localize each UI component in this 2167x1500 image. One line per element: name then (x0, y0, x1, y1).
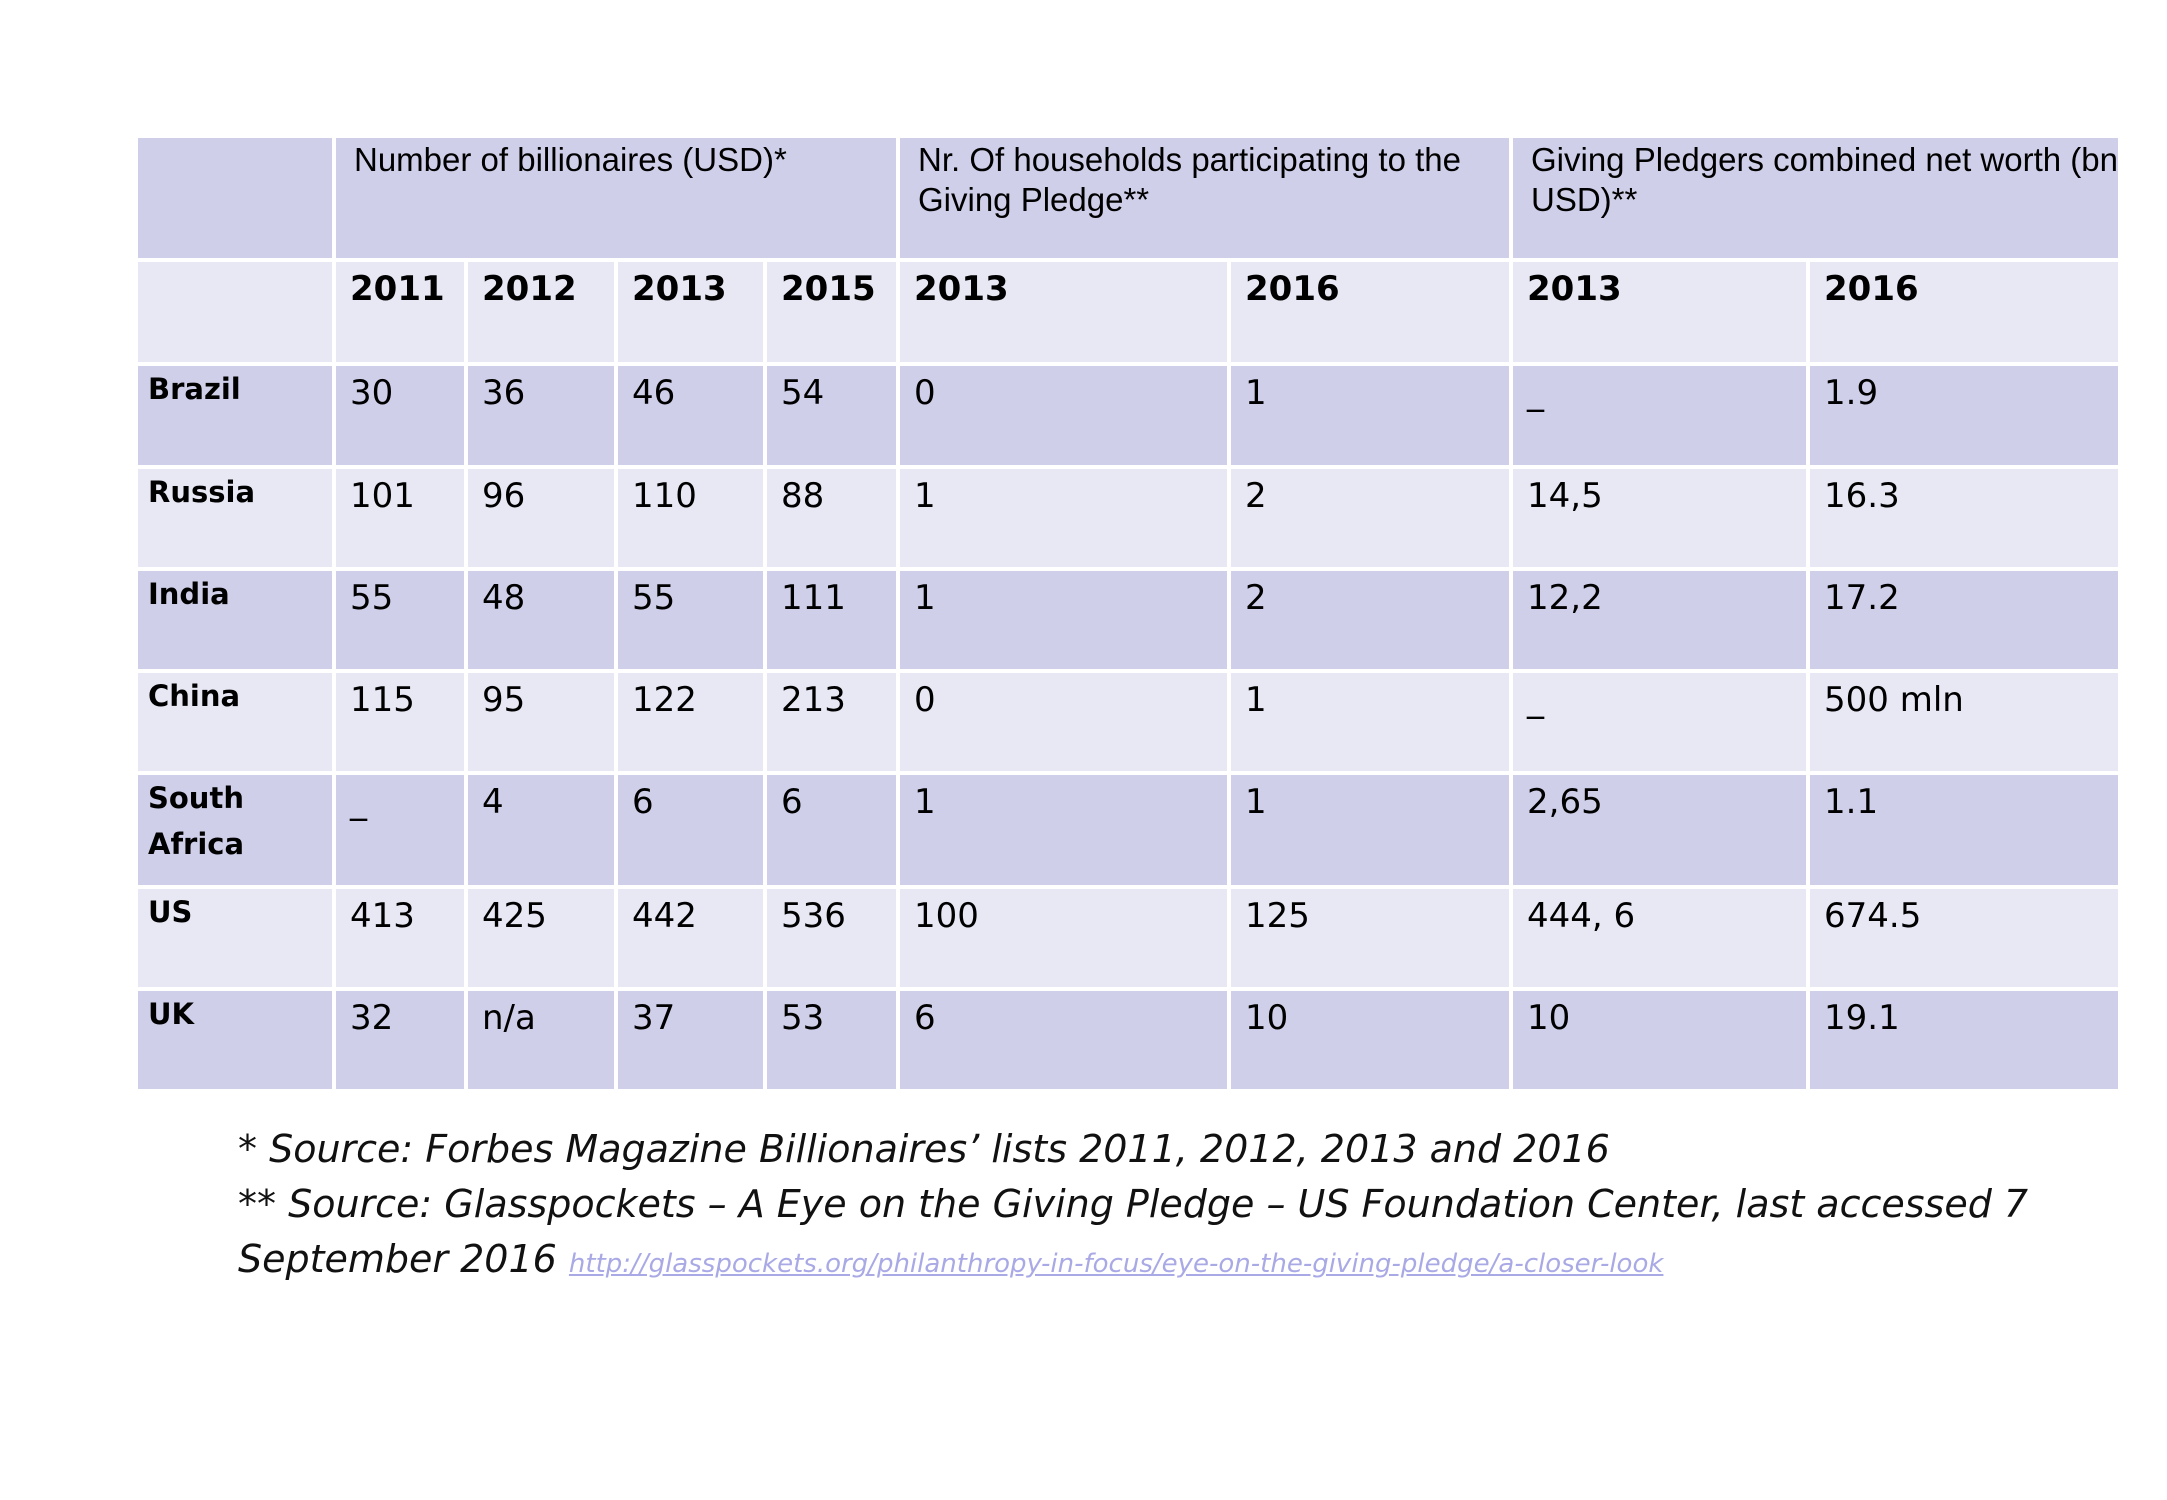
table-cell: 14,5 (1509, 465, 1810, 571)
table-cell: 101 (332, 465, 468, 571)
table-cell: 6 (763, 771, 900, 889)
table-cell: 36 (464, 362, 618, 469)
table-cell: 2 (1227, 465, 1513, 571)
group-header-net-worth: Giving Pledgers combined net worth (bn U… (1509, 134, 2122, 262)
table-cell: 213 (763, 669, 900, 775)
year-corner-cell (134, 258, 336, 366)
table-cell: 48 (464, 567, 618, 673)
table-cell: 1 (896, 465, 1231, 571)
table-cell: 55 (332, 567, 468, 673)
year-header: 2016 (1806, 258, 2122, 366)
table-cell: _ (1509, 362, 1810, 469)
year-header: 2013 (614, 258, 767, 366)
table-row: US 413 425 442 536 100 125 444, 6 674.5 (134, 885, 2122, 991)
source-note-date: September 2016 (238, 1237, 557, 1281)
year-header: 2013 (1509, 258, 1810, 366)
row-label: Russia (134, 465, 336, 571)
table-cell: 4 (464, 771, 618, 889)
year-header: 2016 (1227, 258, 1513, 366)
table-cell: _ (332, 771, 468, 889)
table-cell: 17.2 (1806, 567, 2122, 673)
table-cell: 122 (614, 669, 767, 775)
row-label: India (134, 567, 336, 673)
row-label: Brazil (134, 362, 336, 469)
table-cell: 1 (1227, 669, 1513, 775)
corner-cell (134, 134, 336, 262)
year-header: 2012 (464, 258, 618, 366)
table-row: Russia 101 96 110 88 1 2 14,5 16.3 (134, 465, 2122, 571)
table-cell: 115 (332, 669, 468, 775)
group-header-billionaires: Number of billionaires (USD)* (332, 134, 900, 262)
table-row: China 115 95 122 213 0 1 _ 500 mln (134, 669, 2122, 775)
table-cell: 444, 6 (1509, 885, 1810, 991)
table-cell: 425 (464, 885, 618, 991)
table-cell: 6 (614, 771, 767, 889)
table-cell: 88 (763, 465, 900, 571)
table-cell: 442 (614, 885, 767, 991)
source-notes: * Source: Forbes Magazine Billionaires’ … (238, 1122, 2038, 1292)
table-cell: 30 (332, 362, 468, 469)
year-header-row: 2011 2012 2013 2015 2013 2016 2013 2016 (134, 258, 2122, 366)
table-cell: 2 (1227, 567, 1513, 673)
table-cell: 2,65 (1509, 771, 1810, 889)
year-header: 2013 (896, 258, 1231, 366)
table-cell: 536 (763, 885, 900, 991)
table-cell: 1.1 (1806, 771, 2122, 889)
row-label: South Africa (134, 771, 336, 889)
table-cell: 110 (614, 465, 767, 571)
table-cell: 1.9 (1806, 362, 2122, 469)
table-cell: 0 (896, 669, 1231, 775)
table-row: India 55 48 55 111 1 2 12,2 17.2 (134, 567, 2122, 673)
source-link[interactable]: http://glasspockets.org/philanthropy-in-… (568, 1249, 1664, 1279)
table-cell: 53 (763, 987, 900, 1093)
table-cell: 111 (763, 567, 900, 673)
table-cell: 674.5 (1806, 885, 2122, 991)
table-cell: 0 (896, 362, 1231, 469)
table-cell: 500 mln (1806, 669, 2122, 775)
table-cell: 1 (1227, 771, 1513, 889)
table-cell: 10 (1509, 987, 1810, 1093)
table-cell: 95 (464, 669, 618, 775)
table-cell: 16.3 (1806, 465, 2122, 571)
row-label: UK (134, 987, 336, 1093)
source-note-forbes: * Source: Forbes Magazine Billionaires’ … (238, 1127, 1610, 1171)
table-cell: n/a (464, 987, 618, 1093)
table-cell: 55 (614, 567, 767, 673)
table-cell: 32 (332, 987, 468, 1093)
table-cell: 19.1 (1806, 987, 2122, 1093)
year-header: 2011 (332, 258, 468, 366)
table-cell: 46 (614, 362, 767, 469)
year-header: 2015 (763, 258, 900, 366)
table-cell: 54 (763, 362, 900, 469)
table-cell: 100 (896, 885, 1231, 991)
group-header-households: Nr. Of households participating to the G… (896, 134, 1513, 262)
row-label: China (134, 669, 336, 775)
table-row: South Africa _ 4 6 6 1 1 2,65 1.1 (134, 771, 2122, 889)
table-cell: 1 (896, 771, 1231, 889)
table-cell: 413 (332, 885, 468, 991)
table-cell: 1 (1227, 362, 1513, 469)
table-cell: 10 (1227, 987, 1513, 1093)
table-cell: 1 (896, 567, 1231, 673)
table-cell: _ (1509, 669, 1810, 775)
source-note-glasspockets: ** Source: Glasspockets – A Eye on the G… (238, 1182, 2029, 1226)
row-label: US (134, 885, 336, 991)
source-note-date-line: September 2016 http://glasspockets.org/p… (238, 1232, 2038, 1292)
table-cell: 12,2 (1509, 567, 1810, 673)
table-cell: 125 (1227, 885, 1513, 991)
table-cell: 6 (896, 987, 1231, 1093)
table-row: Brazil 30 36 46 54 0 1 _ 1.9 (134, 362, 2122, 469)
table-cell: 96 (464, 465, 618, 571)
group-header-row: Number of billionaires (USD)* Nr. Of hou… (134, 134, 2122, 262)
billionaires-table: Number of billionaires (USD)* Nr. Of hou… (134, 134, 2122, 1093)
table-cell: 37 (614, 987, 767, 1093)
table-row: UK 32 n/a 37 53 6 10 10 19.1 (134, 987, 2122, 1093)
